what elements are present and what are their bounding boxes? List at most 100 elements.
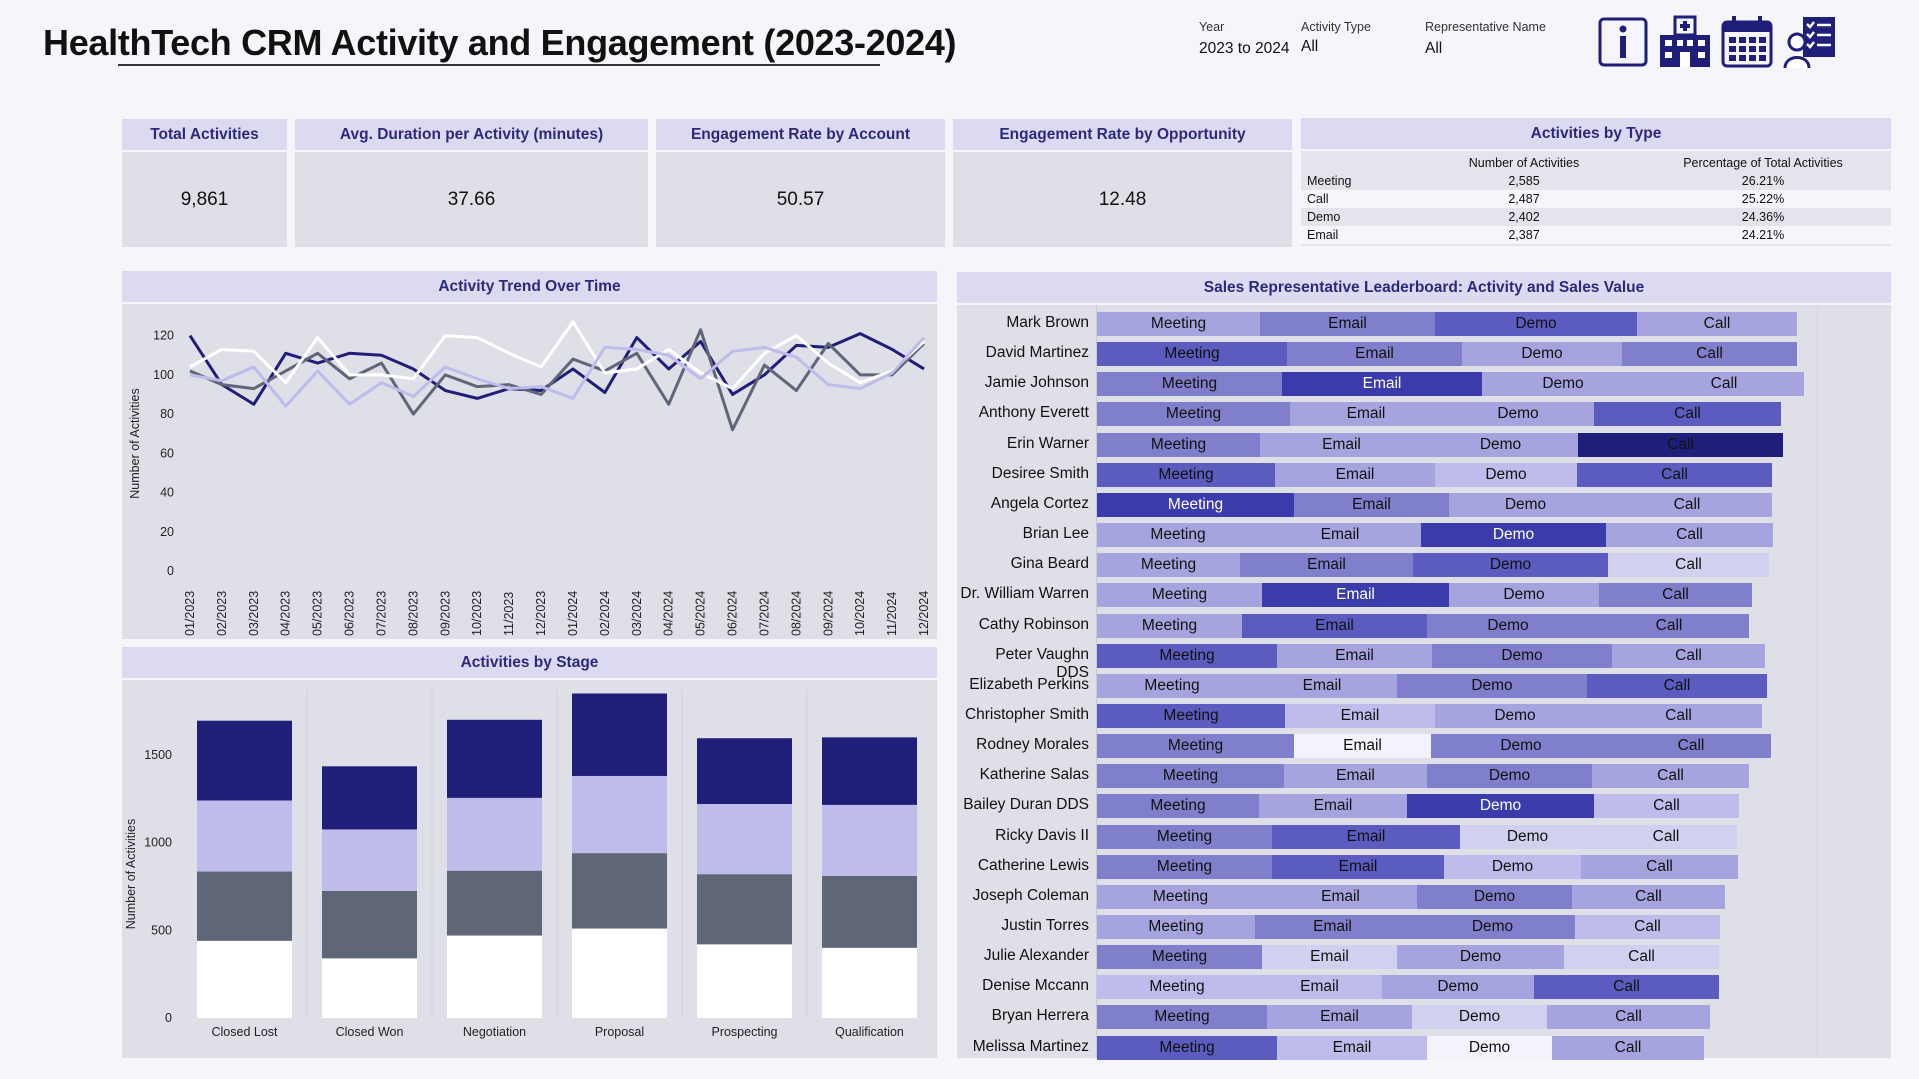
leaderboard-bar-email: Email	[1287, 342, 1462, 367]
leaderboard-bar-call: Call	[1608, 553, 1769, 578]
x-tick-label: Closed Lost	[211, 1025, 278, 1039]
kpi-avg-duration-label: Avg. Duration per Activity (minutes)	[295, 119, 648, 150]
leaderboard-bar-call: Call	[1575, 915, 1720, 939]
leaderboard-bar-meeting: Meeting	[1097, 764, 1284, 789]
kpi-engagement-opportunity-label: Engagement Rate by Opportunity	[953, 119, 1292, 150]
leaderboard-bar-demo: Demo	[1417, 884, 1572, 909]
leaderboard-bar-meeting: Meeting	[1097, 372, 1282, 397]
x-tick-label: 02/2023	[215, 591, 229, 636]
x-tick-label: Closed Won	[336, 1025, 404, 1039]
leaderboard-rep-name: Gina Beard	[1010, 555, 1089, 573]
filter-representative-value[interactable]: All	[1425, 40, 1443, 57]
leaderboard-bar-meeting: Meeting	[1097, 1035, 1277, 1060]
bar-segment-email	[447, 935, 542, 1018]
leaderboard-bar-meeting: Meeting	[1097, 583, 1262, 608]
leaderboard-bar-email: Email	[1294, 734, 1431, 759]
x-tick-label: 11/2024	[885, 592, 899, 636]
table-row-label: Email	[1307, 228, 1339, 242]
info-icon[interactable]	[1597, 14, 1653, 70]
bar-segment-email	[572, 928, 667, 1018]
leaderboard-bar-email: Email	[1277, 643, 1432, 668]
leaderboard-bar-demo: Demo	[1462, 342, 1622, 367]
y-tick-label: 0	[167, 564, 174, 578]
x-tick-label: 12/2023	[534, 591, 548, 636]
x-tick-label: 09/2024	[821, 591, 835, 636]
leaderboard-rep-name: Peter Vaughn DDS	[995, 645, 1089, 681]
leaderboard-bar-email: Email	[1260, 312, 1435, 336]
leaderboard-bar-demo: Demo	[1427, 1035, 1552, 1060]
leaderboard-bar-email: Email	[1242, 613, 1427, 638]
leaderboard-gridline	[1817, 305, 1818, 1058]
activities-by-type-table: Number of Activities Percentage of Total…	[1301, 154, 1891, 244]
leaderboard-bar-call: Call	[1602, 492, 1772, 517]
leaderboard-bar-meeting: Meeting	[1097, 643, 1277, 668]
filter-activity-type-value[interactable]: All	[1301, 38, 1319, 55]
leaderboard-bar-demo: Demo	[1435, 312, 1637, 336]
bar-segment-call	[697, 738, 792, 805]
x-tick-label: 07/2024	[757, 591, 771, 636]
filter-representative[interactable]: Representative Name All	[1425, 20, 1546, 58]
leaderboard-rep-name: Rodney Morales	[976, 736, 1089, 754]
leaderboard-rep-name: Joseph Coleman	[972, 886, 1089, 904]
leaderboard-bar-call: Call	[1589, 613, 1749, 638]
leaderboard-bar-call: Call	[1599, 583, 1752, 608]
leaderboard-axis	[1096, 305, 1097, 1058]
kpi-total-activities-card	[122, 152, 287, 247]
filter-year[interactable]: Year 2023 to 2024	[1199, 20, 1290, 58]
x-tick-label: 11/2023	[502, 592, 516, 636]
leaderboard-bar-meeting: Meeting	[1097, 915, 1255, 939]
trend-chart: 0 20 40 60 80 100 120 Number of Activities 01/20…	[128, 320, 931, 636]
leaderboard-bar-call: Call	[1611, 734, 1771, 759]
table-header: Percentage of Total Activities	[1683, 156, 1843, 170]
leaderboard-rep-name: Ricky Davis II	[995, 826, 1089, 844]
leaderboard-bar-demo: Demo	[1432, 643, 1612, 668]
y-axis-label: Number of Activities	[128, 388, 142, 498]
leaderboard-bar-call: Call	[1578, 432, 1783, 457]
y-tick-label: 1000	[144, 836, 172, 850]
calendar-icon[interactable]	[1719, 14, 1775, 70]
leaderboard-bar-meeting: Meeting	[1097, 854, 1272, 879]
leaderboard-bar-call: Call	[1564, 945, 1719, 970]
leaderboard-bar-call: Call	[1534, 975, 1719, 1000]
leaderboard-rep-name: Cathy Robinson	[978, 615, 1089, 633]
table-row: Demo 2,402 24.36%	[1301, 208, 1891, 226]
table-row-label: Call	[1307, 192, 1329, 206]
leaderboard-bar-demo: Demo	[1382, 975, 1534, 1000]
leaderboard-bar-call: Call	[1622, 342, 1797, 367]
leaderboard-bar-call: Call	[1552, 1035, 1704, 1060]
bar-segment-meeting	[322, 829, 417, 891]
leaderboard-bar-meeting: Meeting	[1097, 462, 1275, 487]
leaderboard-rep-name: Julie Alexander	[983, 947, 1089, 965]
leaderboard-rep-name: Jamie Johnson	[984, 374, 1089, 392]
leaderboard-bar-demo: Demo	[1423, 432, 1578, 457]
x-tick-label: 01/2024	[566, 591, 580, 636]
table-cell: 2,387	[1508, 228, 1540, 242]
checklist-person-icon[interactable]	[1783, 14, 1839, 70]
leaderboard-bar-demo: Demo	[1413, 553, 1608, 578]
filter-year-value[interactable]: 2023 to 2024	[1199, 40, 1290, 57]
leaderboard-title: Sales Representative Leaderboard: Activi…	[957, 272, 1891, 303]
bar-segment-demo	[572, 853, 667, 929]
hospital-icon[interactable]	[1657, 14, 1713, 70]
filter-activity-type[interactable]: Activity Type All	[1301, 20, 1371, 56]
leaderboard-bar-email: Email	[1294, 492, 1449, 517]
leaderboard-rep-name: Justin Torres	[1001, 917, 1089, 934]
title-underline	[118, 64, 880, 66]
y-tick-label: 0	[165, 1011, 172, 1025]
stage-chart-panel: 0 500 1000 1500 Number of Activities Closed L…	[122, 680, 937, 1058]
leaderboard-bar-email: Email	[1284, 764, 1427, 789]
x-tick-label: 08/2024	[789, 591, 803, 636]
leaderboard-bar-call: Call	[1594, 402, 1781, 427]
leaderboard-bar-meeting: Meeting	[1097, 312, 1260, 336]
x-tick-label: 09/2023	[438, 591, 452, 636]
y-tick-label: 1500	[144, 748, 172, 762]
leaderboard-rep-name: Desiree Smith	[991, 464, 1089, 482]
leaderboard-bar-meeting: Meeting	[1097, 975, 1257, 1000]
leaderboard-bar-email: Email	[1262, 945, 1397, 970]
leaderboard-bar-call: Call	[1572, 884, 1725, 909]
leaderboard-bar-email: Email	[1259, 523, 1421, 548]
bar-segment-email	[822, 947, 917, 1018]
bar-segment-demo	[447, 870, 542, 936]
leaderboard-bar-demo: Demo	[1442, 402, 1594, 427]
leaderboard-bar-meeting: Meeting	[1097, 884, 1264, 909]
